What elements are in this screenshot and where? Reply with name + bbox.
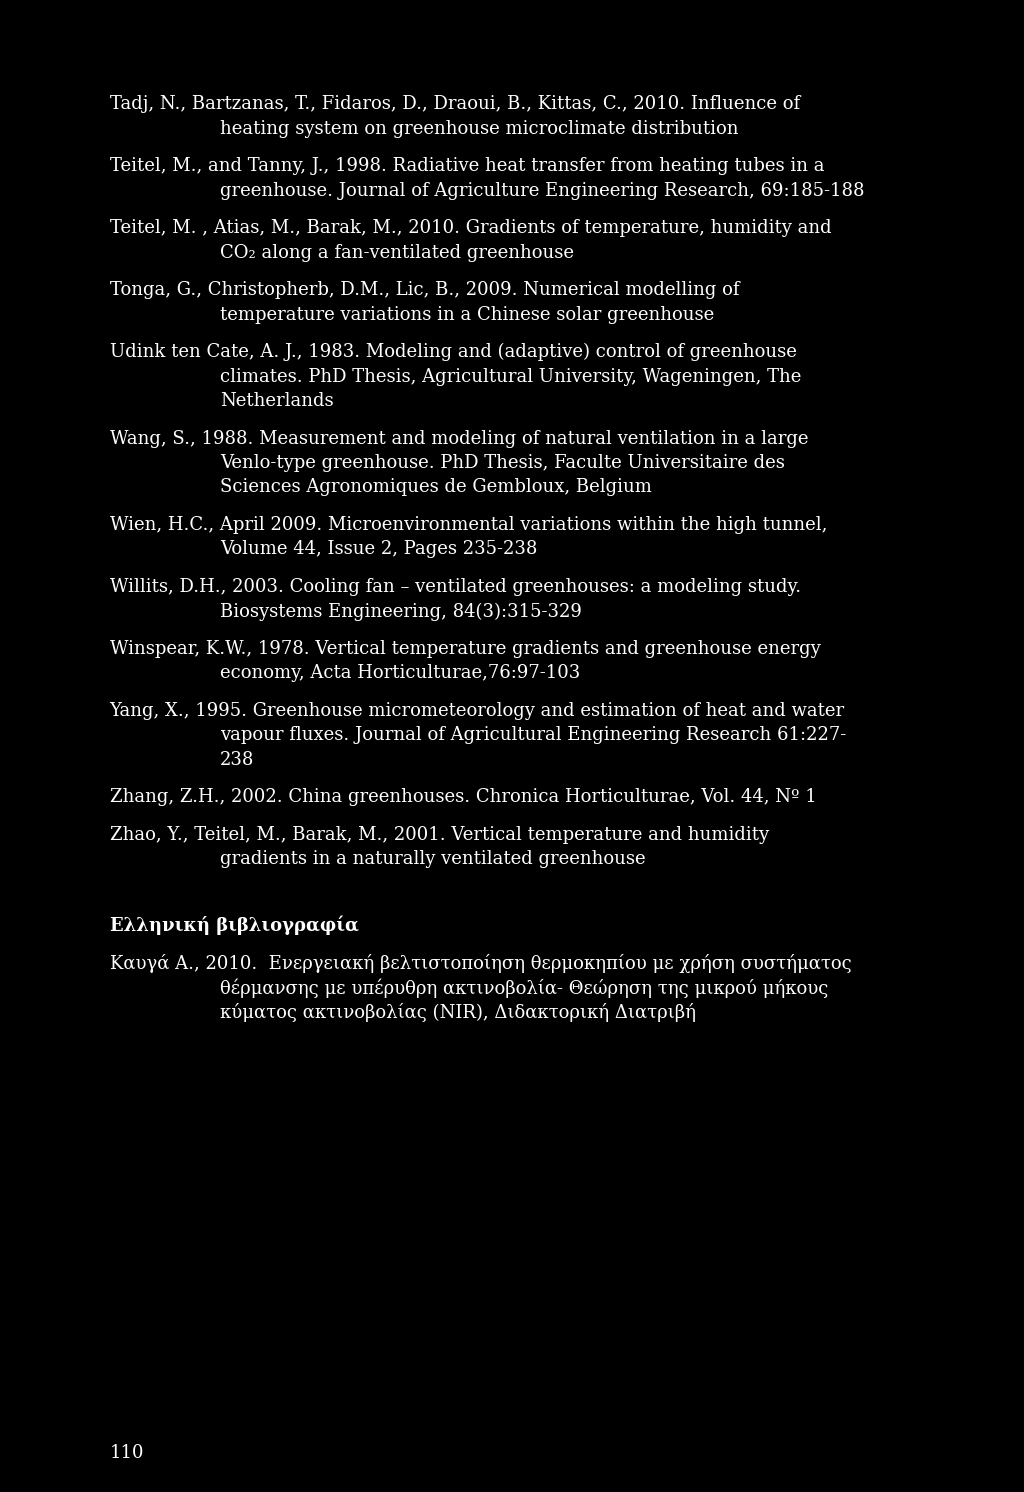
Text: Yang, X., 1995. Greenhouse micrometeorology and estimation of heat and water: Yang, X., 1995. Greenhouse micrometeorol… — [110, 703, 845, 721]
Text: Zhang, Z.H., 2002. China greenhouses. Chronica Horticulturae, Vol. 44, Nº 1: Zhang, Z.H., 2002. China greenhouses. Ch… — [110, 788, 816, 807]
Text: 110: 110 — [110, 1444, 144, 1462]
Text: economy, Acta Horticulturae,76:97-103: economy, Acta Horticulturae,76:97-103 — [220, 664, 581, 682]
Text: Ελληνική βιβλιογραφία: Ελληνική βιβλιογραφία — [110, 916, 358, 935]
Text: Tadj, N., Bartzanas, T., Fidaros, D., Draoui, B., Kittas, C., 2010. Influence of: Tadj, N., Bartzanas, T., Fidaros, D., Dr… — [110, 95, 800, 113]
Text: Winspear, K.W., 1978. Vertical temperature gradients and greenhouse energy: Winspear, K.W., 1978. Vertical temperatu… — [110, 640, 820, 658]
Text: Willits, D.H., 2003. Cooling fan – ventilated greenhouses: a modeling study.: Willits, D.H., 2003. Cooling fan – venti… — [110, 577, 801, 595]
Text: Venlo-type greenhouse. PhD Thesis, Faculte Universitaire des: Venlo-type greenhouse. PhD Thesis, Facul… — [220, 454, 785, 471]
Text: vapour fluxes. Journal of Agricultural Engineering Research 61:227-: vapour fluxes. Journal of Agricultural E… — [220, 727, 847, 745]
Text: Wien, H.C., April 2009. Microenvironmental variations within the high tunnel,: Wien, H.C., April 2009. Microenvironment… — [110, 516, 827, 534]
Text: Καυγά Α., 2010.  Ενεργειακή βελτιστοποίηση θερμοκηπίου με χρήση συστήματος: Καυγά Α., 2010. Ενεργειακή βελτιστοποίησ… — [110, 953, 851, 973]
Text: Volume 44, Issue 2, Pages 235-238: Volume 44, Issue 2, Pages 235-238 — [220, 540, 538, 558]
Text: gradients in a naturally ventilated greenhouse: gradients in a naturally ventilated gree… — [220, 850, 646, 868]
Text: 238: 238 — [220, 750, 255, 768]
Text: Udink ten Cate, A. J., 1983. Modeling and (adaptive) control of greenhouse: Udink ten Cate, A. J., 1983. Modeling an… — [110, 343, 797, 361]
Text: Biosystems Engineering, 84(3):315-329: Biosystems Engineering, 84(3):315-329 — [220, 603, 582, 621]
Text: κύματος ακτινοβολίας (NIR), Διδακτορική Διατριβή: κύματος ακτινοβολίας (NIR), Διδακτορική … — [220, 1003, 696, 1022]
Text: climates. PhD Thesis, Agricultural University, Wageningen, The: climates. PhD Thesis, Agricultural Unive… — [220, 367, 802, 385]
Text: Tonga, G., Christopherb, D.M., Lic, B., 2009. Numerical modelling of: Tonga, G., Christopherb, D.M., Lic, B., … — [110, 280, 739, 298]
Text: θέρμανσης με υπέρυθρη ακτινοβολία- Θεώρηση της μικρού μήκους: θέρμανσης με υπέρυθρη ακτινοβολία- Θεώρη… — [220, 977, 828, 998]
Text: Zhao, Y., Teitel, M., Barak, M., 2001. Vertical temperature and humidity: Zhao, Y., Teitel, M., Barak, M., 2001. V… — [110, 827, 769, 844]
Text: Netherlands: Netherlands — [220, 392, 334, 410]
Text: greenhouse. Journal of Agriculture Engineering Research, 69:185-188: greenhouse. Journal of Agriculture Engin… — [220, 182, 864, 200]
Text: Teitel, M. , Atias, M., Barak, M., 2010. Gradients of temperature, humidity and: Teitel, M. , Atias, M., Barak, M., 2010.… — [110, 219, 831, 237]
Text: Wang, S., 1988. Measurement and modeling of natural ventilation in a large: Wang, S., 1988. Measurement and modeling… — [110, 430, 808, 448]
Text: CO₂ along a fan-ventilated greenhouse: CO₂ along a fan-ventilated greenhouse — [220, 243, 574, 261]
Text: Teitel, M., and Tanny, J., 1998. Radiative heat transfer from heating tubes in a: Teitel, M., and Tanny, J., 1998. Radiati… — [110, 157, 824, 175]
Text: heating system on greenhouse microclimate distribution: heating system on greenhouse microclimat… — [220, 119, 738, 137]
Text: Sciences Agronomiques de Gembloux, Belgium: Sciences Agronomiques de Gembloux, Belgi… — [220, 479, 652, 497]
Text: temperature variations in a Chinese solar greenhouse: temperature variations in a Chinese sola… — [220, 306, 715, 324]
